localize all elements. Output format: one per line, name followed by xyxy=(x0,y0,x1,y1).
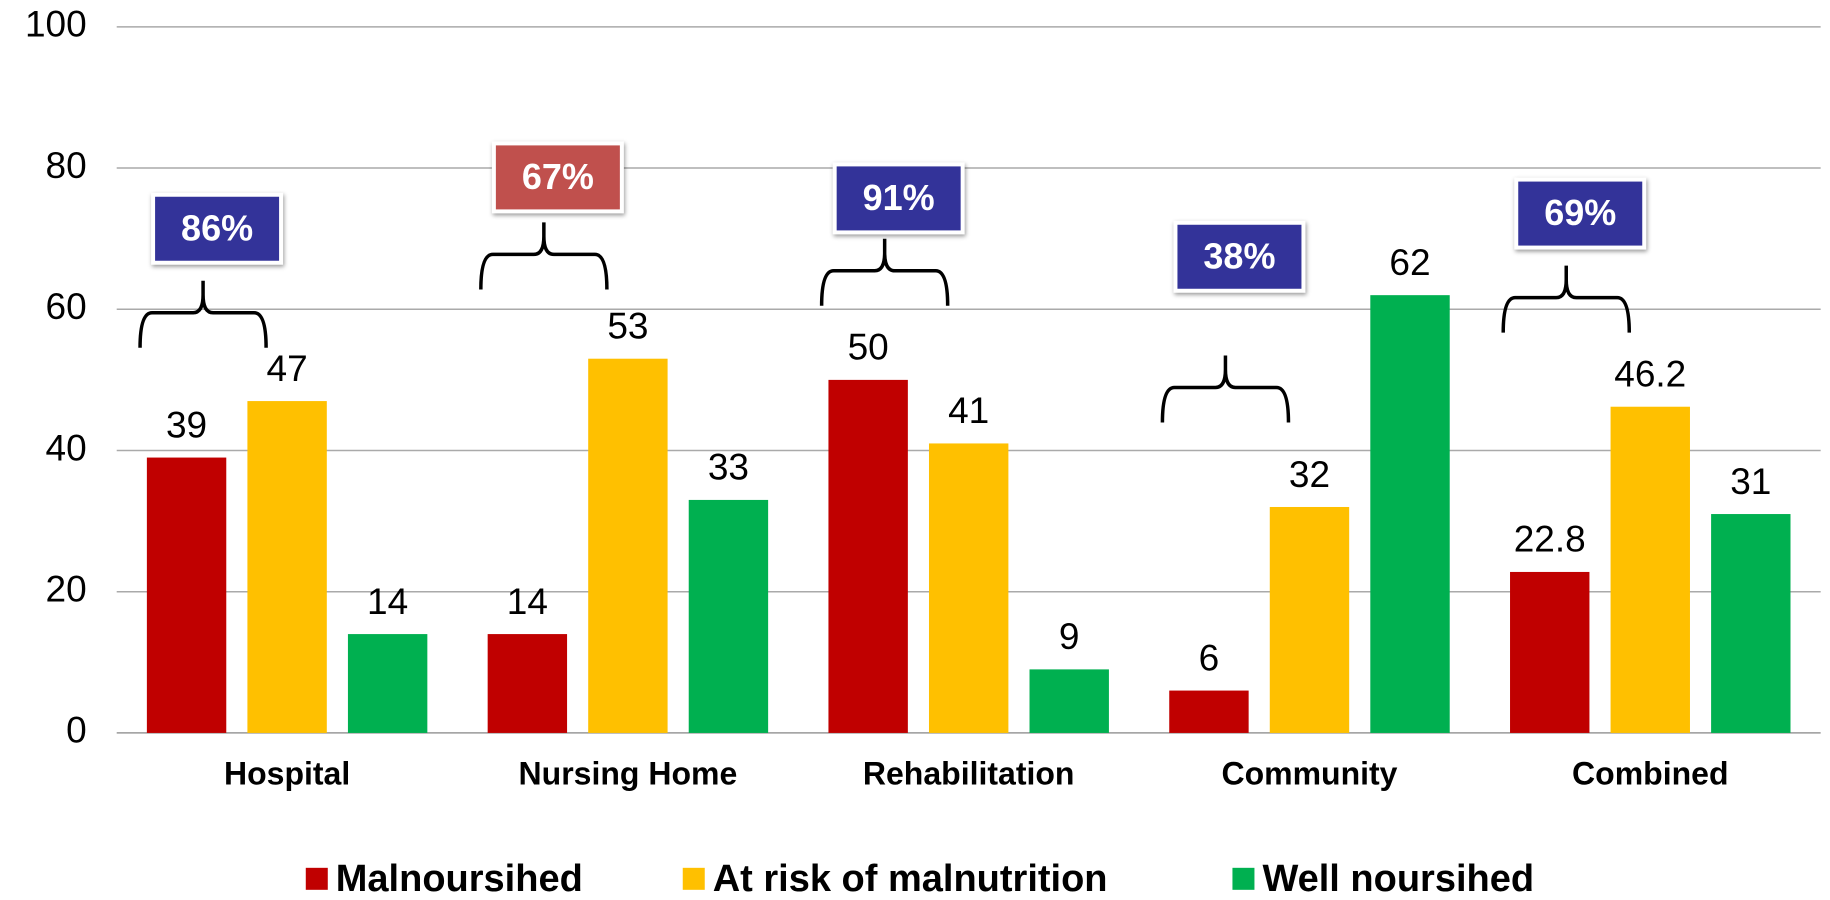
annotation-text: 86% xyxy=(181,207,253,248)
x-tick-label: Combined xyxy=(1572,756,1728,792)
bar xyxy=(487,634,568,733)
bar xyxy=(146,457,227,733)
data-label: 53 xyxy=(607,305,648,346)
bracket xyxy=(819,238,950,306)
legend-swatch xyxy=(305,867,328,890)
data-label: 6 xyxy=(1199,637,1220,678)
legend-label: Well noursihed xyxy=(1262,858,1534,900)
y-tick-label: 80 xyxy=(46,145,87,186)
data-label: 50 xyxy=(848,327,889,368)
bracket xyxy=(1160,355,1291,423)
bracket xyxy=(138,280,268,348)
annotation-box xyxy=(1173,220,1306,293)
x-tick-label: Nursing Home xyxy=(519,756,738,792)
bar xyxy=(247,401,327,733)
data-label: 39 xyxy=(166,404,207,445)
bar xyxy=(1269,506,1350,733)
annotation-box xyxy=(151,192,284,265)
y-tick-label: 100 xyxy=(25,4,87,45)
data-label: 62 xyxy=(1389,242,1430,283)
data-label: 32 xyxy=(1289,454,1330,495)
y-tick-label: 0 xyxy=(66,710,87,751)
data-label: 14 xyxy=(367,581,408,622)
data-label: 41 xyxy=(948,390,989,431)
annotation-box xyxy=(832,162,965,235)
data-label: 22.8 xyxy=(1514,519,1586,560)
data-label: 14 xyxy=(507,581,548,622)
legend-label: At risk of malnutrition xyxy=(713,858,1108,900)
x-tick-label: Hospital xyxy=(224,756,350,792)
bar xyxy=(688,499,769,733)
bracket xyxy=(1501,265,1632,333)
y-tick-label: 20 xyxy=(46,568,87,609)
annotation-text: 91% xyxy=(863,177,935,218)
annotation-box xyxy=(491,141,624,214)
data-label: 9 xyxy=(1059,616,1080,657)
annotation-text: 69% xyxy=(1544,192,1616,233)
bar xyxy=(1370,295,1450,733)
legend-swatch xyxy=(1232,867,1255,890)
bar xyxy=(928,443,1009,733)
bar xyxy=(1169,690,1249,733)
bar xyxy=(1610,406,1690,733)
y-tick-label: 40 xyxy=(46,427,87,468)
data-label: 31 xyxy=(1730,461,1771,502)
bar xyxy=(828,379,908,733)
x-tick-label: Community xyxy=(1221,756,1397,792)
bar xyxy=(1029,669,1109,733)
annotation-text: 67% xyxy=(522,156,594,197)
data-label: 33 xyxy=(708,447,749,488)
x-tick-label: Rehabilitation xyxy=(863,756,1075,792)
bar xyxy=(347,634,428,733)
data-label: 46.2 xyxy=(1614,354,1686,395)
bar xyxy=(1711,514,1791,733)
data-label: 47 xyxy=(267,348,308,389)
bar xyxy=(1510,571,1590,733)
bracket xyxy=(479,222,609,290)
annotation-box xyxy=(1514,177,1647,250)
legend-swatch xyxy=(682,867,705,890)
legend-label: Malnoursihed xyxy=(336,858,583,900)
y-tick-label: 60 xyxy=(46,286,87,327)
bar xyxy=(588,358,668,733)
annotation-text: 38% xyxy=(1203,235,1275,276)
